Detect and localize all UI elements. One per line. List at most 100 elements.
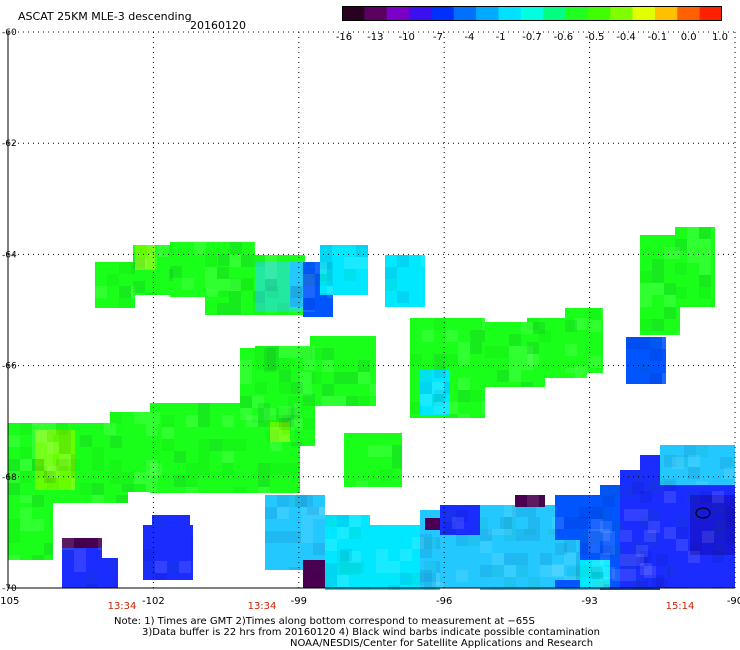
wind-cell-shade xyxy=(20,447,32,459)
wind-cell-shade xyxy=(636,581,648,590)
wind-cell-shade xyxy=(432,582,444,588)
wind-cell xyxy=(135,245,155,270)
wind-cell-shade xyxy=(664,307,676,319)
wind-cell-shade xyxy=(434,390,446,402)
colorbar-label: -0.4 xyxy=(616,32,636,43)
wind-cell-shade xyxy=(349,563,361,575)
wind-cell-shade xyxy=(253,255,265,267)
wind-cell-shade xyxy=(552,565,564,577)
wind-cell-shade xyxy=(480,529,492,541)
wind-cell-shade xyxy=(726,519,735,531)
wind-cell-shade xyxy=(131,286,135,298)
wind-cell-shade xyxy=(191,537,193,549)
wind-cell-shade xyxy=(32,495,44,507)
wind-cell-shade xyxy=(8,519,20,531)
wind-cell-shade xyxy=(485,346,497,358)
wind-cell-shade xyxy=(497,370,509,382)
colorbar-swatch xyxy=(654,6,678,20)
lon-tick-label: -93 xyxy=(581,596,597,607)
wind-cell-shade xyxy=(676,247,680,259)
wind-cell-shade xyxy=(267,286,279,298)
wind-cell-shade xyxy=(392,457,402,469)
wind-cell-shade xyxy=(676,455,688,467)
wind-cell-shade xyxy=(699,227,711,239)
wind-cell-shade xyxy=(95,286,107,298)
wind-cell-shade xyxy=(264,348,276,360)
wind-cell-shade xyxy=(509,358,521,370)
wind-cell-shade xyxy=(712,503,724,515)
wind-cell-shade xyxy=(337,551,349,563)
wind-cell-shade xyxy=(432,382,444,394)
wind-cell-shade xyxy=(110,412,122,424)
wind-cell-shade xyxy=(702,531,714,543)
wind-cell-shade xyxy=(20,423,32,435)
wind-cell-shade xyxy=(699,287,711,299)
lon-tick-label: -99 xyxy=(291,596,307,607)
wind-cell-shade xyxy=(688,455,700,467)
wind-cell-shade xyxy=(322,396,334,406)
wind-cell-shade xyxy=(603,495,615,507)
wind-cell-shade xyxy=(264,360,276,372)
wind-cell-shade xyxy=(552,589,564,590)
wind-cell xyxy=(675,227,715,307)
wind-cell-shade xyxy=(576,589,588,590)
wind-cell xyxy=(344,433,402,487)
wind-cell-shade xyxy=(488,529,500,535)
wind-cell-shade xyxy=(279,346,291,358)
wind-cell-shade xyxy=(482,330,485,342)
wind-cell-shade xyxy=(385,267,397,279)
wind-cell-shade xyxy=(675,239,687,251)
wind-cell-shade xyxy=(218,254,230,266)
wind-cell-shade xyxy=(564,553,576,565)
wind-cell-shade xyxy=(724,503,735,515)
wind-cell-shade xyxy=(540,589,552,590)
wind-cell-shade xyxy=(157,293,169,295)
wind-cell-shade xyxy=(528,577,540,589)
wind-cell-shade xyxy=(458,414,470,418)
wind-cell-shade xyxy=(44,447,53,459)
wind-cell-shade xyxy=(440,529,452,535)
wind-cell-shade xyxy=(579,543,591,555)
wind-cell xyxy=(152,515,190,527)
wind-cell-shade xyxy=(726,507,735,519)
wind-cell-shade xyxy=(198,439,210,451)
wind-cell-shade xyxy=(74,538,86,550)
wind-cell-shade xyxy=(276,408,288,420)
wind-cell-shade xyxy=(648,521,660,533)
wind-cell-shade xyxy=(47,466,59,478)
wind-cell-shade xyxy=(644,482,656,494)
wind-cell-shade xyxy=(246,415,258,427)
wind-cell-shade xyxy=(270,463,282,475)
wind-cell-shade xyxy=(527,354,539,366)
wind-cell xyxy=(98,558,118,588)
wind-cell-shade xyxy=(352,561,364,573)
wind-cell-shade xyxy=(699,263,711,275)
wind-cell xyxy=(270,422,290,442)
wind-cell-shade xyxy=(222,451,234,463)
wind-cell-shade xyxy=(205,267,217,279)
colorbar-label: 0.0 xyxy=(680,32,697,43)
wind-cell-shade xyxy=(205,279,217,291)
wind-cell-shade xyxy=(528,517,540,529)
wind-cell-shade xyxy=(528,529,540,541)
lat-tick-label: -70 xyxy=(2,584,17,594)
wind-cell-shade xyxy=(724,467,735,479)
wind-cell-shade xyxy=(652,479,664,491)
wind-cell-shade xyxy=(122,484,134,492)
wind-cell-shade xyxy=(349,551,361,563)
wind-cell-shade xyxy=(107,274,119,286)
wind-cell-shade xyxy=(349,515,361,527)
colorbar-swatch xyxy=(342,6,365,20)
wind-cell-shade xyxy=(312,372,315,384)
wind-cell-shade xyxy=(356,257,368,269)
wind-cell-shade xyxy=(662,373,666,384)
wind-cell-shade xyxy=(337,563,349,575)
wind-cell-shade xyxy=(198,415,210,427)
wind-cell-shade xyxy=(420,382,432,394)
colorbar-swatch xyxy=(610,6,634,20)
wind-cell xyxy=(35,430,75,490)
wind-cell-shade xyxy=(660,481,672,485)
wind-cell-shade xyxy=(588,589,600,590)
wind-cell-shade xyxy=(664,563,676,575)
wind-cell-shade xyxy=(589,320,601,332)
